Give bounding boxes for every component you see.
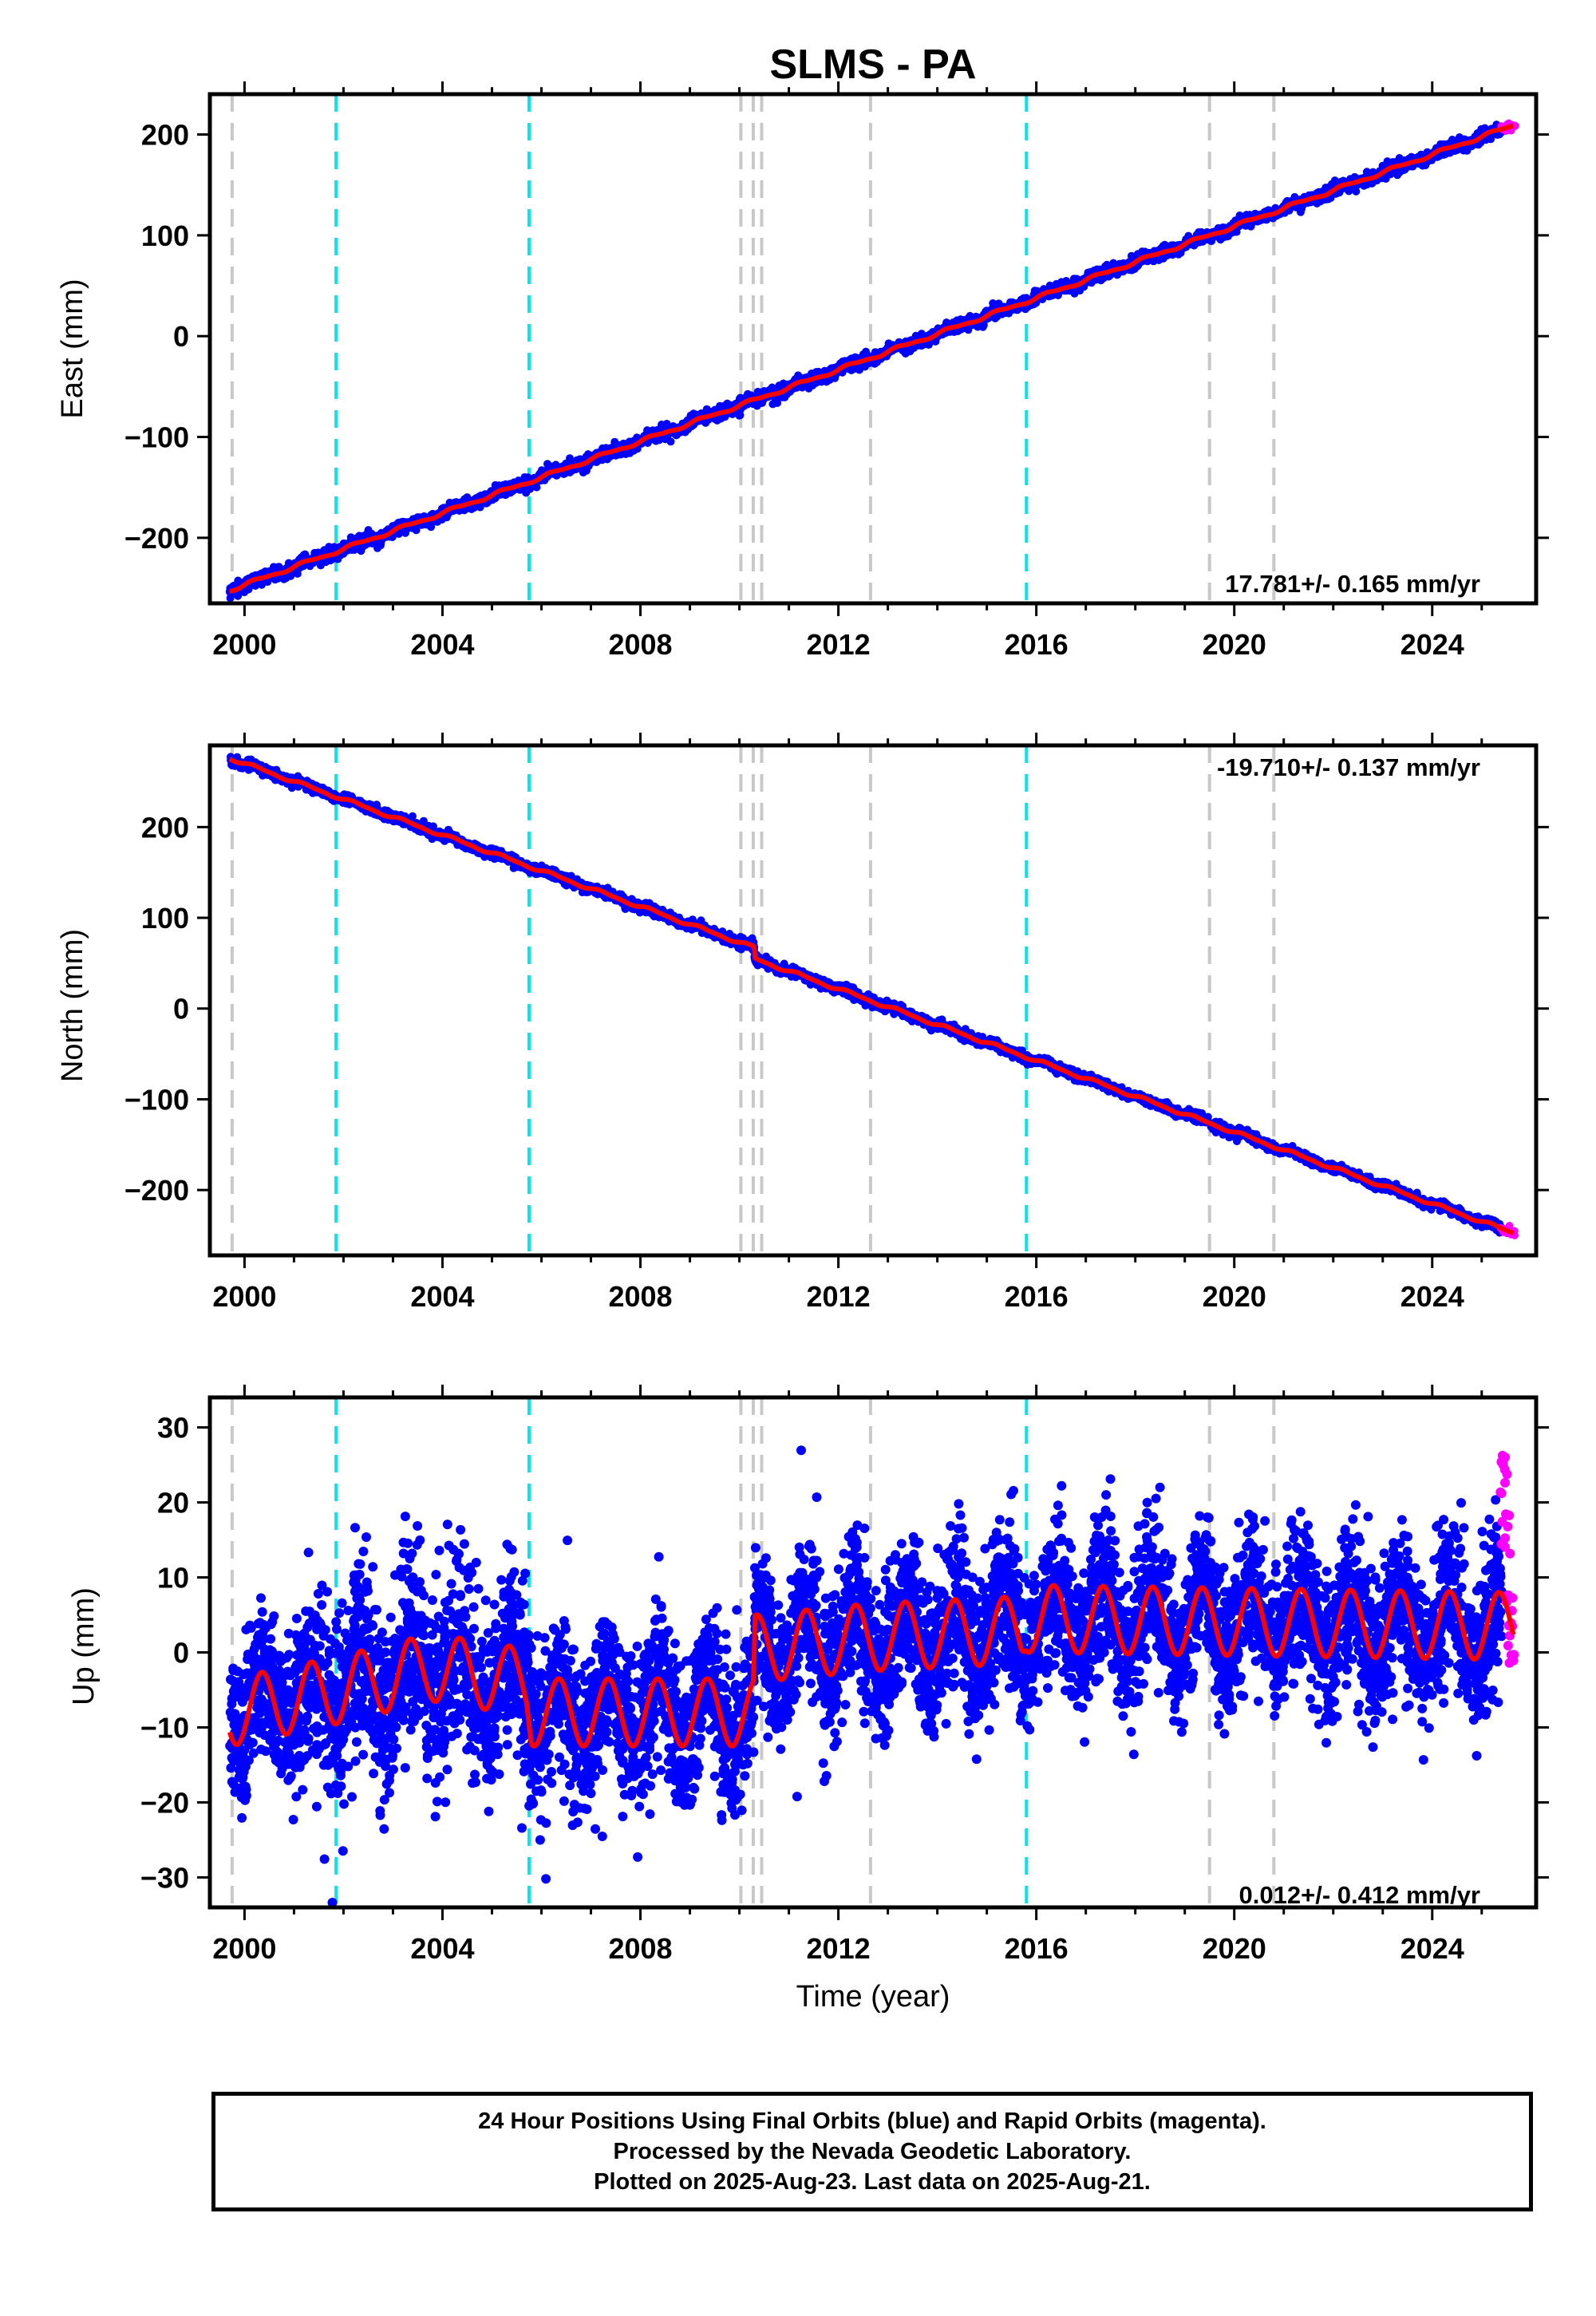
east-final-point: [226, 594, 235, 603]
east-final-point: [520, 473, 529, 481]
east-final-point: [269, 563, 278, 571]
east-rate-label: 17.781+/- 0.165 mm/yr: [1225, 570, 1480, 598]
east-ytick-label: 200: [141, 119, 189, 152]
north-plot-area: [227, 745, 1519, 1255]
east-plot-layer: 2000 2004 2008 2012 2016 2020 2024 −200 −100 0 100…: [124, 81, 1549, 661]
east-final-point: [373, 543, 381, 552]
east-xtick-label: 2012: [807, 628, 871, 661]
east-xtick-label: 2024: [1400, 628, 1464, 661]
east-final-point: [1330, 176, 1339, 185]
east-ytick-label: −100: [124, 421, 189, 454]
east-ytick-label: 0: [173, 320, 189, 353]
east-panel: 2000 2004 2008 2012 2016 2020 2024 −200 −100 0 100…: [56, 81, 1549, 661]
north-panel: 2000 2004 2008 2012 2016 2020 2024−200−1000100…: [56, 733, 1549, 1313]
east-final-point: [917, 330, 926, 338]
east-ytick-label: 100: [141, 219, 189, 252]
east-ytick-label: −200: [124, 522, 189, 555]
east-final-point: [401, 528, 409, 537]
east-final-point: [234, 576, 243, 585]
north-plot-layer: 2000 2004 2008 2012 2016 2020 2024−200−1000100…: [124, 733, 1549, 1313]
east-axis-title: East (mm): [56, 279, 89, 418]
east-xtick-label: 2008: [608, 628, 672, 661]
east-xtick-label: 2004: [410, 628, 474, 661]
chart-title: SLMS - PA: [769, 41, 976, 88]
east-xtick-label: 2016: [1005, 628, 1069, 661]
east-final-point: [666, 437, 675, 446]
east-xtick-label: 2020: [1203, 628, 1266, 661]
east-xtick-label: 2000: [212, 628, 276, 661]
east-plot-area: [225, 94, 1519, 603]
east-final-point: [357, 547, 365, 555]
east-final-point: [804, 384, 813, 393]
